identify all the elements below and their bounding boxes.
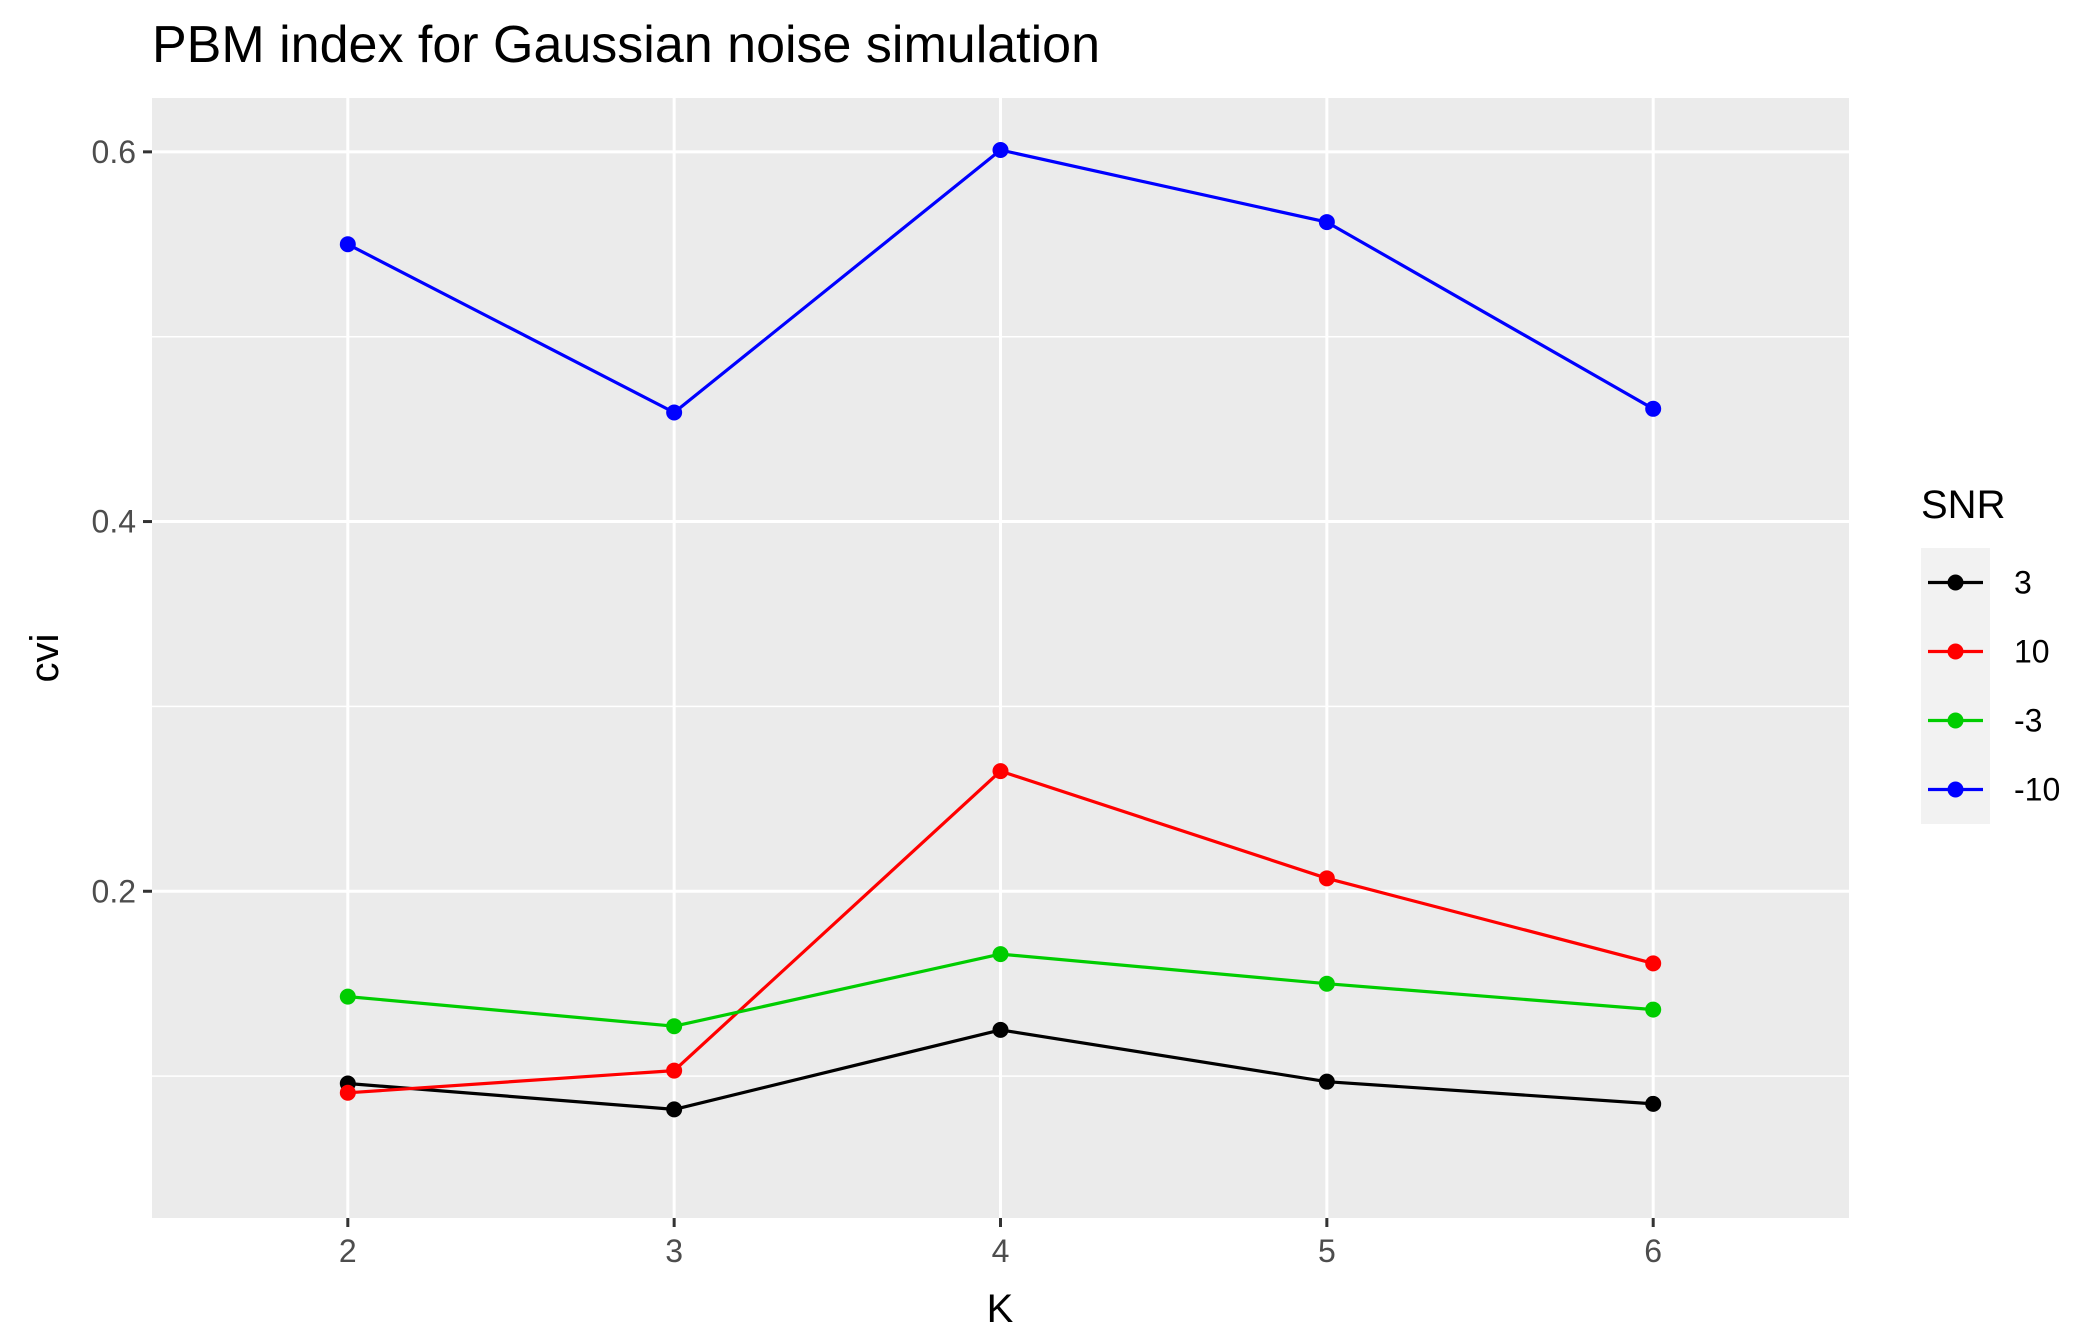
y-axis-title: cvi: [23, 634, 67, 683]
legend-label: 10: [2014, 634, 2050, 670]
y-tick-label: 0.6: [92, 134, 136, 170]
data-point: [992, 946, 1009, 963]
data-point: [992, 1021, 1009, 1038]
data-point: [1318, 1073, 1335, 1090]
data-point: [1645, 1001, 1662, 1018]
data-point: [339, 1084, 356, 1101]
data-point: [666, 1101, 683, 1118]
x-tick-label: 2: [339, 1233, 357, 1269]
legend-key-point: [1947, 781, 1964, 798]
x-axis-title: K: [987, 1287, 1014, 1331]
legend-label: -3: [2014, 703, 2042, 739]
legend-keys: 3 10 -3 -10: [1921, 548, 2060, 824]
y-axis: 0.2 0.4 0.6: [92, 134, 152, 909]
data-point: [1318, 214, 1335, 231]
data-point: [666, 404, 683, 421]
data-point: [1318, 870, 1335, 887]
series-points: [339, 142, 1662, 1118]
legend-label: -10: [2014, 772, 2060, 808]
x-tick-label: 3: [665, 1233, 683, 1269]
data-point: [992, 142, 1009, 158]
legend-label: 3: [2014, 565, 2032, 601]
legend: SNR 3 10 -3 -10: [1921, 483, 2060, 824]
data-point: [339, 988, 356, 1005]
chart-title: PBM index for Gaussian noise simulation: [152, 16, 1100, 74]
x-axis: 2 3 4 5 6: [339, 1218, 1662, 1269]
data-point: [1318, 975, 1335, 992]
data-point: [992, 763, 1009, 780]
legend-key-point: [1947, 712, 1964, 729]
data-point: [666, 1062, 683, 1079]
data-point: [1645, 1095, 1662, 1112]
data-point: [666, 1018, 683, 1035]
data-point: [1645, 955, 1662, 972]
legend-title: SNR: [1921, 483, 2005, 527]
data-point: [1645, 400, 1662, 417]
y-tick-label: 0.2: [92, 873, 136, 909]
x-tick-label: 5: [1318, 1233, 1336, 1269]
y-tick-label: 0.4: [92, 504, 136, 540]
x-tick-label: 4: [992, 1233, 1010, 1269]
legend-key-point: [1947, 574, 1964, 591]
data-point: [339, 236, 356, 253]
legend-key-point: [1947, 643, 1964, 660]
x-tick-label: 6: [1644, 1233, 1662, 1269]
